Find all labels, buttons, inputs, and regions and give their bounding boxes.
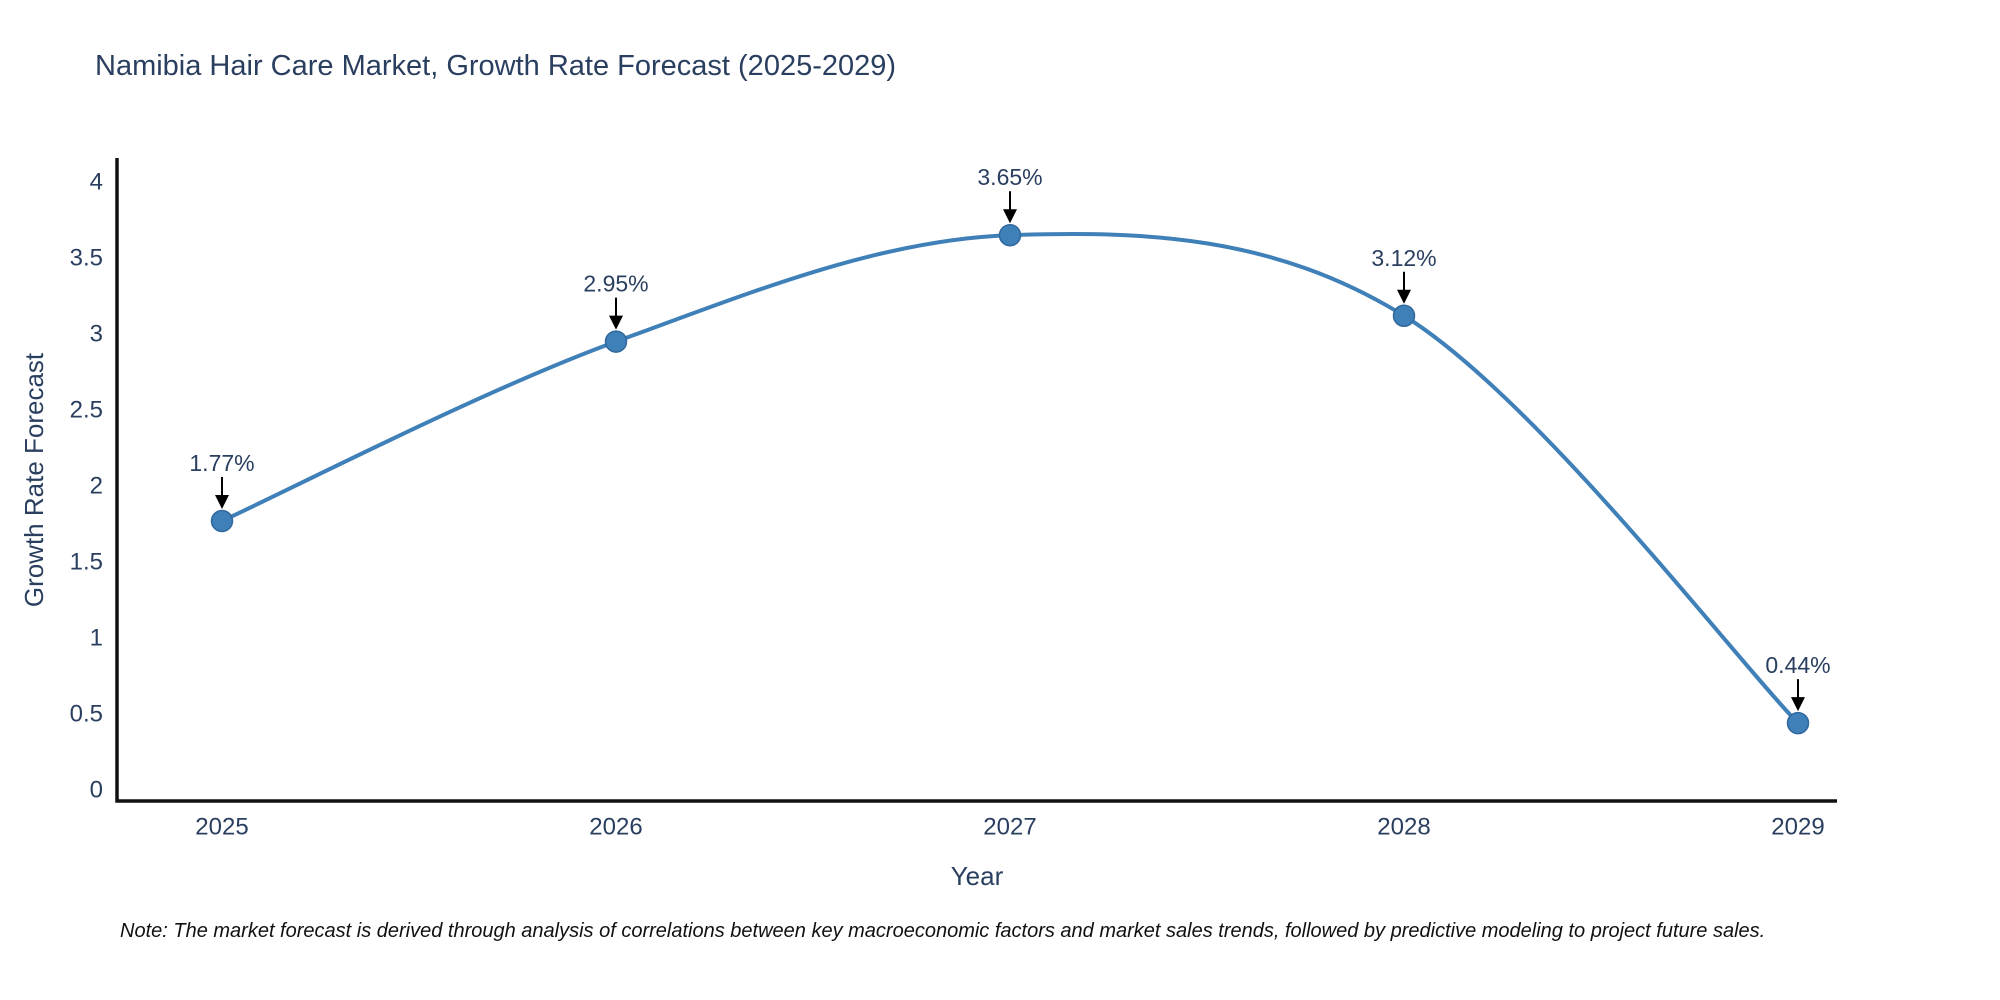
data-point-label: 1.77%: [189, 450, 254, 476]
x-tick-label: 2026: [589, 814, 642, 841]
x-axis-title: Year: [951, 861, 1004, 891]
data-point-marker[interactable]: [998, 223, 1022, 247]
y-tick-label: 4: [90, 169, 103, 196]
data-point-label: 3.65%: [977, 164, 1042, 190]
y-tick-label: 0.5: [70, 701, 103, 728]
data-point-label: 2.95%: [583, 271, 648, 297]
y-tick-label: 1: [90, 625, 103, 652]
y-axis-title: Growth Rate Forecast: [19, 352, 49, 607]
annotation-arrowhead-icon: [609, 315, 623, 330]
x-tick-label: 2029: [1771, 814, 1824, 841]
data-point-label: 3.12%: [1371, 245, 1436, 271]
footnote: Note: The market forecast is derived thr…: [120, 920, 1766, 942]
y-tick-label: 2: [90, 473, 103, 500]
x-tick-label: 2028: [1377, 814, 1430, 841]
y-tick-label: 0: [90, 777, 103, 804]
axis-lines: [115, 158, 1837, 803]
plot-area: 0 0.5 1 1.5 2 2.5 3 3.5 4 2025 2026 2027 2028 2029 1.7…: [70, 164, 1831, 840]
annotation-arrowhead-icon: [215, 494, 229, 509]
y-tick-label: 3: [90, 321, 103, 348]
y-tick-label: 2.5: [70, 397, 103, 424]
x-tick-label: 2025: [195, 814, 248, 841]
y-tick-label: 3.5: [70, 245, 103, 272]
data-point-label: 0.44%: [1765, 652, 1830, 678]
data-point-marker[interactable]: [210, 509, 234, 533]
annotation-arrowhead-icon: [1397, 289, 1411, 304]
data-point-marker[interactable]: [604, 330, 628, 353]
chart-title: Namibia Hair Care Market, Growth Rate Fo…: [95, 50, 897, 82]
data-point-marker[interactable]: [1392, 304, 1416, 328]
annotation-arrowhead-icon: [1003, 209, 1017, 224]
data-point-marker[interactable]: [1786, 711, 1810, 735]
x-tick-label: 2027: [983, 814, 1036, 841]
y-tick-label: 1.5: [70, 549, 103, 576]
annotation-arrowhead-icon: [1791, 697, 1805, 712]
forecast-line: [220, 232, 1800, 726]
